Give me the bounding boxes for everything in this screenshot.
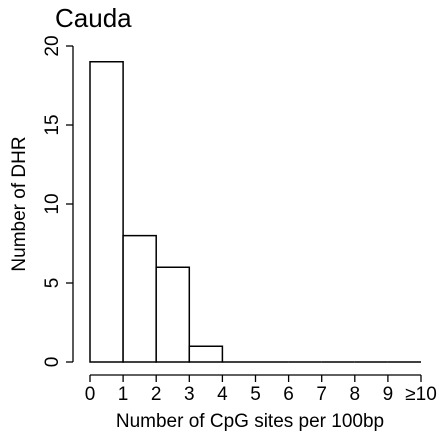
x-tick-label: 4 [217, 384, 228, 405]
x-tick-label: 3 [184, 384, 195, 405]
x-tick-label: 2 [151, 384, 162, 405]
y-tick-label: 10 [42, 193, 63, 214]
x-tick-label: 1 [118, 384, 129, 405]
y-tick-label: 5 [42, 278, 63, 289]
y-tick-label: 0 [42, 357, 63, 368]
x-tick-label: ≥10 [405, 384, 437, 405]
chart-title: Cauda [55, 3, 132, 33]
bar [155, 266, 191, 363]
x-tick-label: 9 [383, 384, 394, 405]
bar [122, 234, 157, 363]
bar [89, 61, 124, 363]
y-tick-label: 15 [42, 114, 63, 135]
y-tick-label: 20 [42, 35, 63, 56]
y-axis-label: Number of DHR [9, 136, 30, 271]
x-tick-label: 7 [316, 384, 327, 405]
x-tick-label: 5 [250, 384, 261, 405]
x-tick-label: 6 [283, 384, 294, 405]
x-tick-label: 0 [85, 384, 96, 405]
bar [188, 345, 224, 363]
x-tick-label: 8 [350, 384, 361, 405]
x-axis-label: Number of CpG sites per 100bp [116, 411, 384, 432]
